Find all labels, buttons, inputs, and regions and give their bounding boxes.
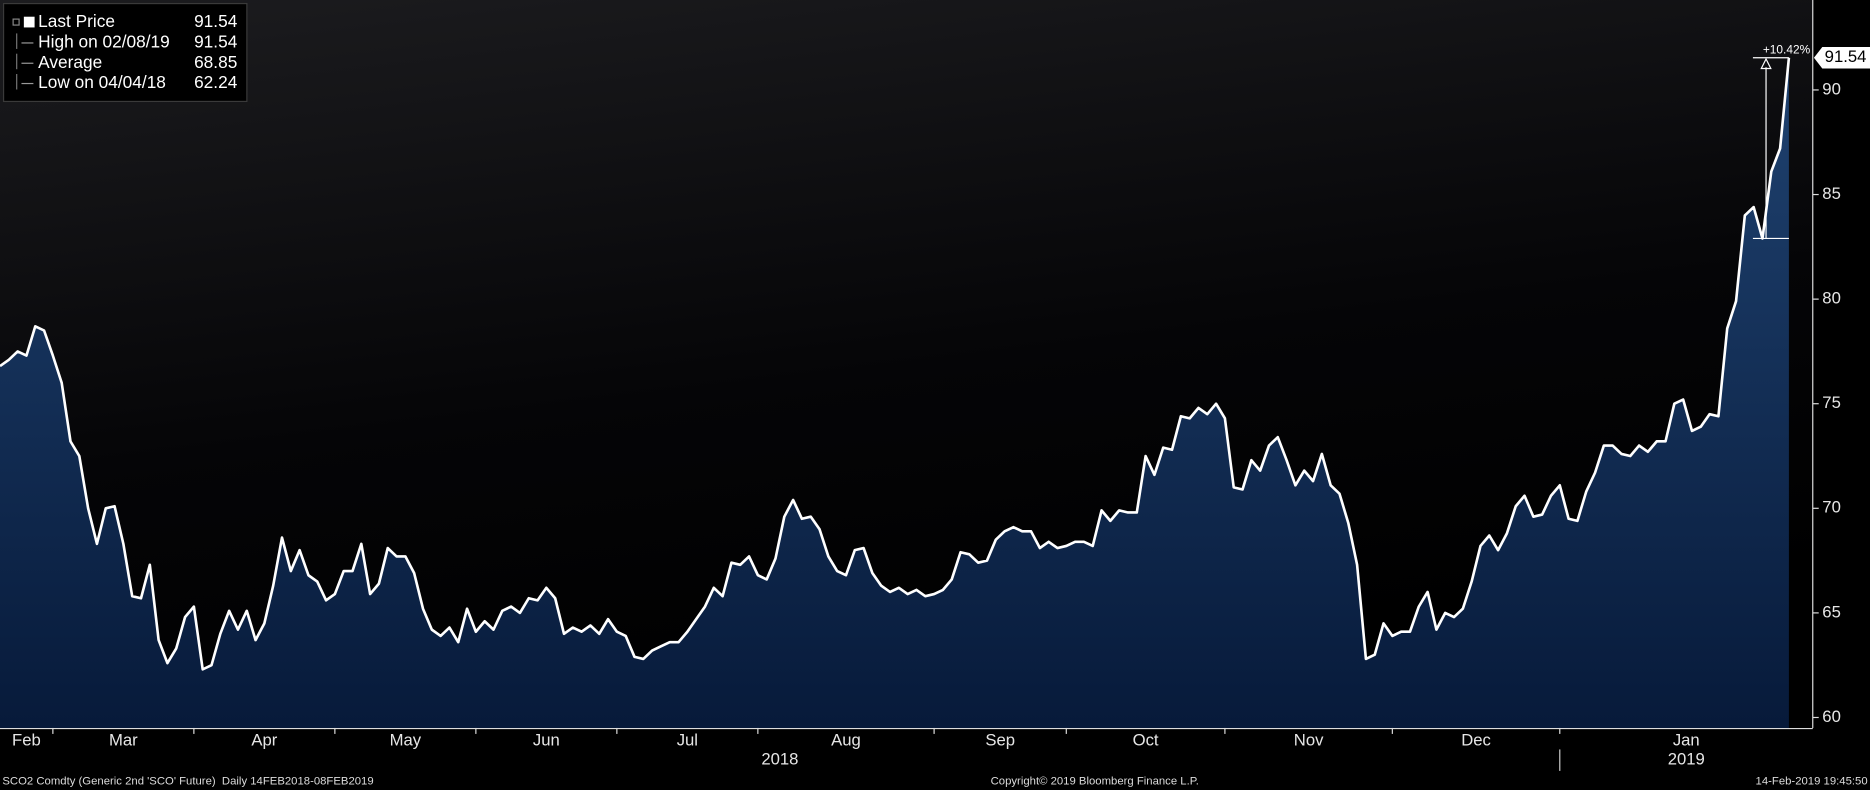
legend-box bbox=[2, 2, 248, 103]
y-tick-label: 85 bbox=[1822, 184, 1841, 203]
y-tick-label: 90 bbox=[1822, 79, 1841, 98]
x-tick-label: May bbox=[390, 730, 422, 749]
plot bbox=[0, 57, 1791, 728]
year-label: 2018 bbox=[761, 750, 798, 769]
x-tick-label: Mar bbox=[109, 730, 138, 749]
last-price-tag bbox=[1813, 46, 1870, 69]
x-tick-label: Jul bbox=[677, 730, 698, 749]
legend-value: 91.54 bbox=[194, 32, 238, 52]
y-tick-label: 70 bbox=[1822, 498, 1841, 517]
legend-value: 62.24 bbox=[194, 72, 238, 92]
legend-label: Last Price bbox=[38, 11, 115, 31]
x-tick-label: Aug bbox=[831, 730, 861, 749]
y-tick-label: 65 bbox=[1822, 602, 1841, 621]
legend-label: High on 02/08/19 bbox=[38, 32, 170, 52]
x-tick-label: Feb bbox=[12, 730, 41, 749]
legend-label: Average bbox=[38, 52, 102, 72]
y-tick-label: 60 bbox=[1822, 707, 1841, 726]
change-arrowhead bbox=[1760, 57, 1772, 70]
y-tick-label: 75 bbox=[1822, 393, 1841, 412]
legend-value: 68.85 bbox=[194, 52, 237, 72]
x-tick-label: Dec bbox=[1461, 730, 1491, 749]
year-label: 2019 bbox=[1668, 750, 1705, 769]
y-tick-label: 80 bbox=[1822, 289, 1841, 308]
x-tick-label: Jan bbox=[1673, 730, 1700, 749]
legend-label: Low on 04/04/18 bbox=[38, 72, 166, 92]
x-tick-label: Apr bbox=[251, 730, 277, 749]
price-line bbox=[0, 57, 1791, 671]
legend-icon-small bbox=[12, 18, 20, 26]
footer-copyright: Copyright© 2019 Bloomberg Finance L.P. bbox=[991, 776, 1199, 788]
footer-timestamp: 14-Feb-2019 19:45:50 bbox=[1756, 776, 1868, 788]
x-tick-label: Sep bbox=[985, 730, 1015, 749]
last-price-label: 91.54 bbox=[1825, 47, 1867, 66]
change-label: +10.42% bbox=[1763, 43, 1811, 57]
x-tick-label: Jun bbox=[533, 730, 560, 749]
legend-icon bbox=[23, 16, 35, 28]
x-tick-label: Oct bbox=[1133, 730, 1159, 749]
legend-value: 91.54 bbox=[194, 11, 238, 31]
price-area bbox=[0, 57, 1789, 728]
legend: Last Price 91.54 High on 02/08/19 91.54 Aver… bbox=[2, 2, 248, 103]
x-tick-label: Nov bbox=[1294, 730, 1324, 749]
footer-source: SCO2 Comdty (Generic 2nd 'SCO' Future) D… bbox=[2, 776, 373, 788]
